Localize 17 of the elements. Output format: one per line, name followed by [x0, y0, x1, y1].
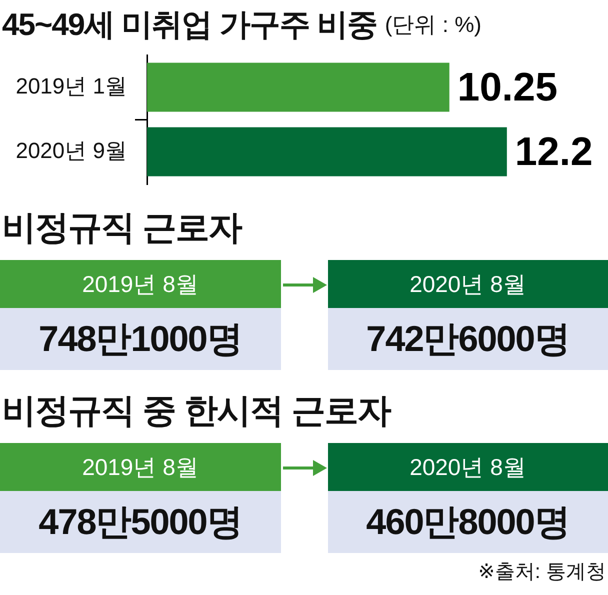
y-tick-label: 2019년 1월: [16, 73, 127, 98]
category-label: 2020년 8월: [328, 260, 608, 308]
text: 748만1000명: [0, 308, 280, 370]
category-label: 2019년 8월: [0, 443, 280, 491]
category-label: 2019년 8월: [0, 260, 280, 308]
data-label: 12.2: [514, 130, 593, 174]
category-label: 2020년 8월: [328, 443, 608, 491]
text: 460만8000명: [328, 491, 608, 553]
chart-subtitle: (단위 : %): [384, 11, 482, 39]
data-label: 10.25: [457, 65, 558, 110]
y-tick-label: 2020년 9월: [16, 138, 127, 163]
text: 비정규직 중 한시적 근로자: [1, 390, 392, 432]
text: 478만5000명: [0, 491, 280, 553]
text: 742만6000명: [328, 308, 608, 370]
chart-title: 45~49세 미취업 가구주 비중: [2, 6, 377, 44]
text: ※출처: 통계청: [477, 560, 607, 585]
text: 비정규직 근로자: [1, 208, 243, 248]
